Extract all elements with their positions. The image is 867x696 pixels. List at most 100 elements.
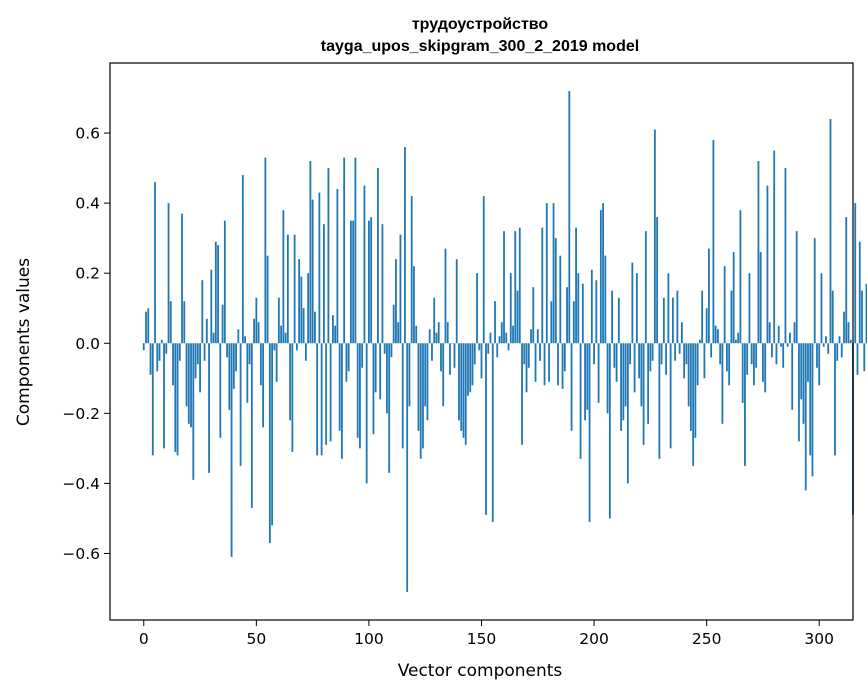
bar-265 [739,210,742,344]
bar-294 [804,343,807,491]
bar-108 [386,343,388,414]
bar-44 [241,175,244,344]
bar-103 [374,343,377,393]
bar-317 [856,343,859,375]
bar-94 [354,157,357,344]
bar-304 [827,343,830,354]
bar-77 [316,343,319,456]
bar-246 [696,343,699,386]
bar-181 [550,301,553,344]
bar-1 [145,311,147,344]
bar-33 [217,245,219,344]
bar-101 [370,217,373,344]
bar-15 [176,343,179,456]
x-tick-label: 100 [354,630,384,648]
bar-154 [489,332,492,344]
bar-123 [419,343,422,459]
bar-205 [604,255,607,344]
bar-150 [480,343,483,379]
bar-261 [730,290,733,344]
x-tick-label: 150 [467,630,497,648]
bar-45 [244,336,246,344]
bar-50 [255,297,258,344]
bars-group [142,91,867,592]
bar-196 [584,343,586,421]
bar-222 [642,343,645,445]
bar-248 [701,290,704,344]
bar-311 [843,311,845,344]
bar-199 [590,269,593,344]
bar-209 [613,343,616,368]
bar-151 [482,196,485,344]
bar-193 [577,273,580,344]
x-tick-label: 250 [692,630,722,648]
bar-158 [498,336,501,344]
bar-111 [392,304,395,344]
bar-300 [818,343,821,386]
bar-52 [259,343,262,386]
bar-37 [226,343,228,358]
bar-118 [408,343,411,407]
bar-65 [289,343,292,421]
bar-182 [552,203,555,344]
bar-4 [151,343,154,456]
bar-233 [667,273,670,344]
bar-210 [615,343,618,382]
bar-226 [651,343,654,361]
bar-35 [221,304,224,344]
bar-80 [322,224,325,344]
bar-113 [397,322,400,344]
bar-188 [566,287,568,344]
bar-254 [714,325,717,344]
bar-69 [298,259,301,344]
bar-109 [388,343,391,473]
bar-237 [676,290,679,344]
bar-201 [595,280,598,344]
bar-39 [230,343,233,557]
bar-215 [626,343,629,484]
bar-135 [446,322,449,344]
bar-285 [784,168,787,344]
bar-81 [325,343,328,445]
bar-303 [825,336,827,344]
chart-subtitle: tayga_upos_skipgram_300_2_2019 model [321,38,639,55]
bar-2 [147,308,150,344]
bar-313 [847,322,850,344]
bar-31 [212,332,215,344]
bar-153 [487,343,490,354]
bar-211 [617,297,620,344]
bar-212 [620,343,622,431]
bar-88 [341,343,343,459]
bar-74 [309,161,312,344]
bar-58 [273,343,276,351]
bar-83 [329,343,332,442]
bar-41 [235,343,237,372]
bar-259 [726,343,728,372]
bar-122 [417,343,420,431]
bar-281 [775,343,778,365]
bar-186 [561,343,564,389]
bar-136 [449,343,451,375]
bar-256 [719,343,722,365]
x-axis-ticks: 0 50 100 150 200 250 300 [139,620,834,648]
bar-99 [365,343,368,484]
bar-171 [527,343,530,368]
bar-179 [545,203,548,344]
bar-60 [277,297,280,344]
bar-95 [356,343,359,438]
bar-64 [286,234,289,344]
bar-105 [379,343,382,400]
bar-165 [514,231,517,344]
bar-275 [762,343,764,382]
bar-279 [771,343,773,358]
bar-36 [223,220,226,344]
bar-229 [658,343,661,459]
bar-270 [750,343,753,365]
bar-299 [816,343,818,368]
bar-223 [644,231,647,344]
bar-263 [735,339,737,344]
bar-9 [163,343,165,449]
bar-57 [271,343,274,526]
bar-301 [820,273,823,344]
bar-16 [178,343,181,361]
